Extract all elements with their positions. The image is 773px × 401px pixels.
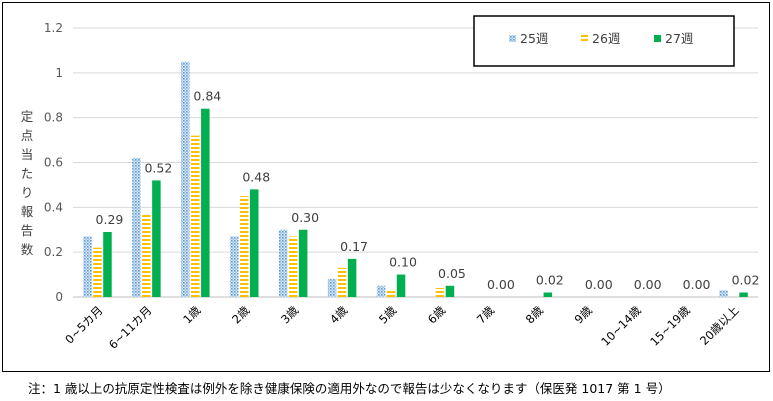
category-label: 7歳 [474, 303, 498, 327]
bar-27週-0 [103, 231, 112, 297]
legend-swatch-26 [581, 35, 588, 42]
y-axis-label-char: た [21, 166, 34, 181]
bar-25週-3 [230, 236, 239, 297]
category-label: 9歳 [572, 303, 596, 327]
bar-27週-7 [445, 285, 455, 297]
legend-label-26: 26週 [592, 31, 621, 46]
category-label: 6~11カ月 [106, 303, 155, 352]
bars-layer [83, 61, 748, 297]
bar-27週-4 [298, 229, 308, 297]
bar-27週-13 [739, 292, 748, 297]
data-label: 0.00 [683, 277, 711, 292]
category-label: 8歳 [523, 303, 547, 327]
legend: 25週 26週 27週 [473, 15, 735, 67]
y-tick-label: 0.4 [44, 200, 63, 214]
category-label: 0~5カ月 [62, 303, 105, 346]
data-label: 0.17 [340, 239, 368, 254]
data-label: 0.10 [389, 255, 417, 270]
y-tick-label: 0.6 [44, 156, 63, 170]
bar-26週-6 [386, 290, 396, 297]
labels-layer: 0.29 0~5カ月 0.52 6~11カ月 0.84 1歳 0.48 2歳 0.30 3歳 0.1… [62, 89, 759, 352]
legend-swatch-27 [654, 35, 661, 42]
category-label: 10~14歳 [598, 303, 644, 349]
category-label: 6歳 [425, 303, 449, 327]
grid-layer: 0 0.2 0.4 0.6 0.8 1 1.2 [44, 21, 758, 304]
legend-label-27: 27週 [665, 31, 694, 46]
y-axis-label-char: り [21, 185, 34, 200]
data-label: 0.00 [634, 277, 662, 292]
bar-27週-5 [347, 258, 357, 297]
category-label: 15~19歳 [647, 303, 693, 349]
y-axis-label-char: 当 [21, 147, 34, 162]
bar-25週-2 [181, 61, 190, 297]
y-tick-label: 0 [55, 290, 63, 304]
data-label: 0.48 [242, 169, 270, 184]
legend-label-25: 25週 [520, 31, 549, 46]
bar-25週-13 [719, 290, 728, 297]
bar-26週-3 [240, 196, 249, 297]
footnote: 注：1 歳以上の抗原定性検査は例外を除き健康保険の適用外なので報告は少なくなりま… [28, 381, 671, 396]
y-axis-label-char: 定 [21, 109, 34, 124]
y-axis-label-char: 点 [21, 128, 34, 143]
bar-27週-1 [152, 180, 161, 297]
category-label: 5歳 [376, 303, 400, 327]
bar-25週-1 [132, 158, 141, 297]
y-axis-label-char: 数 [21, 242, 34, 257]
y-axis-label-char: 告 [21, 223, 34, 238]
bar-27週-3 [250, 189, 259, 297]
y-tick-label: 1.2 [44, 21, 63, 35]
y-tick-label: 1 [55, 66, 63, 80]
data-label: 0.29 [96, 212, 124, 227]
bar-26週-0 [93, 247, 102, 297]
data-label: 0.84 [193, 89, 221, 104]
category-label: 1歳 [180, 303, 204, 327]
data-label: 0.05 [438, 266, 466, 281]
data-label: 0.00 [585, 277, 613, 292]
data-label: 0.52 [144, 160, 172, 175]
category-label: 3歳 [278, 303, 302, 327]
category-label: 2歳 [229, 303, 253, 327]
bar-25週-0 [83, 236, 92, 297]
data-label: 0.00 [487, 277, 515, 292]
bar-26週-1 [142, 214, 151, 297]
bar-26週-2 [191, 135, 200, 297]
bar-26週-7 [435, 288, 445, 297]
legend-swatch-25 [509, 35, 516, 42]
bar-27週-9 [543, 292, 553, 297]
data-label: 0.02 [732, 273, 760, 288]
bar-26週-4 [288, 236, 298, 297]
chart-svg: 0 0.2 0.4 0.6 0.8 1 1.2 0.29 0~5カ月 0.52 6~11カ月 0.8… [21, 15, 759, 352]
chart-frame: 0 0.2 0.4 0.6 0.8 1 1.2 0.29 0~5カ月 0.52 6~11カ月 0.8… [2, 2, 770, 372]
data-label: 0.30 [291, 210, 319, 225]
bar-27週-2 [201, 108, 210, 297]
bar-26週-5 [337, 267, 347, 297]
data-label: 0.02 [536, 273, 564, 288]
bar-25週-6 [376, 285, 386, 297]
category-label: 4歳 [327, 303, 351, 327]
bar-27週-6 [396, 274, 406, 297]
y-tick-label: 0.2 [44, 245, 63, 259]
bar-25週-5 [327, 279, 337, 297]
y-tick-label: 0.8 [44, 111, 63, 125]
legend-box [473, 15, 735, 67]
category-label: 20歳以上 [697, 303, 742, 348]
bar-25週-4 [278, 229, 288, 297]
y-axis-label-char: 報 [21, 204, 34, 219]
